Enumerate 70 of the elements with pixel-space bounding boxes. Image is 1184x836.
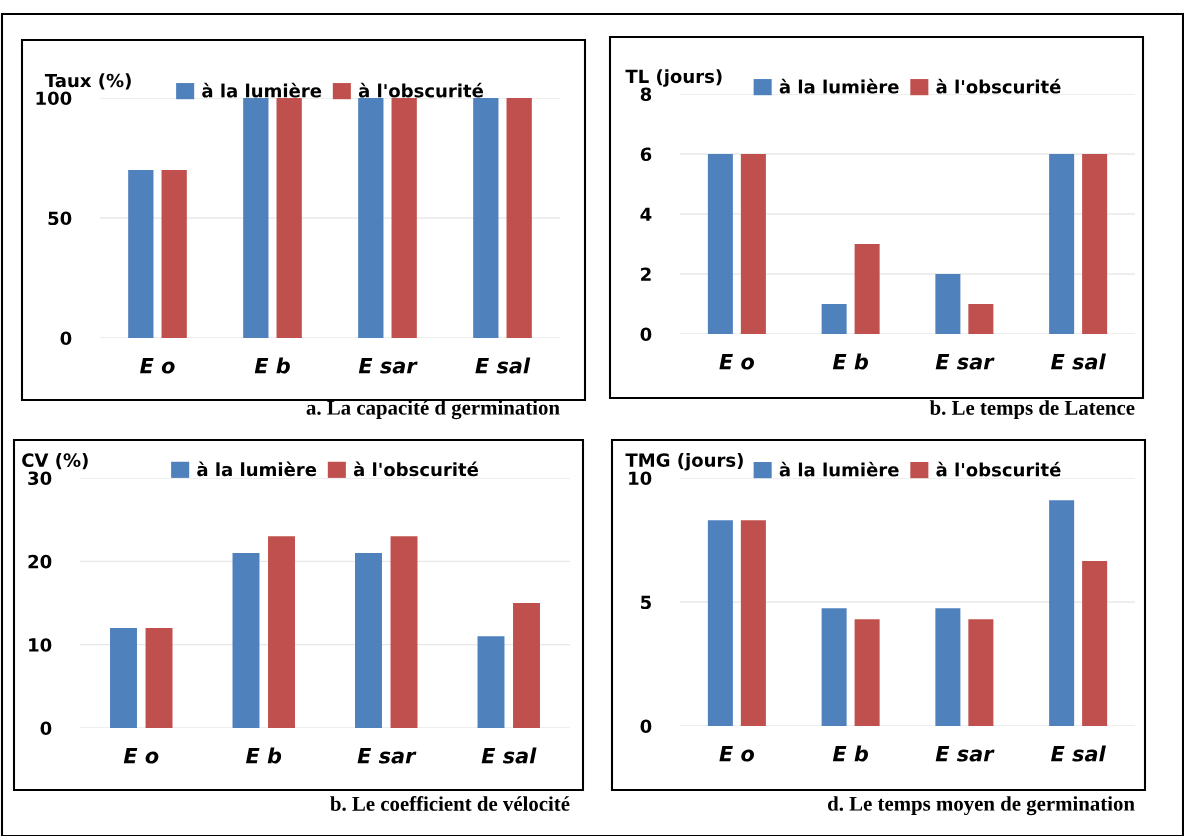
x-tick-label: E b bbox=[832, 353, 869, 370]
x-tick-label: E o bbox=[719, 354, 755, 370]
legend-label: à l'obscurité bbox=[936, 78, 1061, 94]
bar bbox=[1082, 154, 1108, 334]
y-tick-label: 8 bbox=[640, 87, 652, 102]
y-tick-label: 100 bbox=[36, 91, 72, 106]
x-tick-label: E sar bbox=[935, 746, 995, 762]
legend-label: à l'obscurité bbox=[936, 461, 1061, 477]
y-tick-label: 4 bbox=[640, 207, 652, 221]
bar bbox=[740, 520, 766, 726]
x-tick-label: E b bbox=[254, 357, 290, 374]
bar bbox=[821, 304, 847, 334]
text: b. Le temps de Latence bbox=[929, 400, 1135, 420]
legend-label: à la lumière bbox=[197, 461, 317, 477]
bar bbox=[145, 628, 173, 728]
bar bbox=[355, 553, 382, 728]
y-axis-title: TL (jours) bbox=[625, 69, 722, 87]
x-tick-label: E sar bbox=[358, 358, 418, 374]
y-tick-label: 50 bbox=[48, 211, 72, 226]
x-tick-label: E sal bbox=[1051, 745, 1106, 762]
x-tick-label: E sal bbox=[475, 357, 531, 374]
y-axis-title: CV (%) bbox=[22, 453, 88, 470]
bar bbox=[110, 628, 137, 728]
text: d. Le temps moyen de germination bbox=[827, 796, 1135, 816]
bar bbox=[707, 154, 733, 334]
text: b. Le coefficient de vélocité bbox=[330, 796, 570, 811]
y-tick-label: 6 bbox=[640, 147, 652, 162]
y-tick-label: 5 bbox=[641, 595, 651, 610]
bar bbox=[854, 244, 880, 334]
y-tick-label: 30 bbox=[28, 471, 52, 486]
bar bbox=[232, 553, 260, 728]
legend-label: à la lumière bbox=[779, 461, 899, 477]
bar bbox=[268, 536, 295, 728]
y-tick-label: 2 bbox=[641, 267, 651, 281]
y-axis-title: Taux (%) bbox=[44, 73, 131, 90]
bar bbox=[968, 619, 994, 726]
legend-label: à l'obscurité bbox=[358, 82, 483, 98]
legend-label: à la lumière bbox=[202, 82, 322, 98]
y-tick-label: 0 bbox=[40, 721, 52, 736]
y-tick-label: 0 bbox=[640, 719, 652, 734]
y-tick-label: 20 bbox=[28, 554, 52, 569]
y-tick-label: 10 bbox=[629, 471, 652, 486]
legend-label: à la lumière bbox=[779, 78, 899, 94]
bar bbox=[821, 608, 847, 726]
bar bbox=[1049, 500, 1075, 726]
bar bbox=[513, 603, 540, 728]
y-tick-label: 0 bbox=[60, 331, 72, 346]
bar bbox=[1049, 154, 1075, 334]
x-tick-label: E o bbox=[140, 358, 175, 374]
x-tick-label: E sar bbox=[357, 748, 417, 764]
x-tick-label: E o bbox=[123, 748, 159, 764]
y-axis-title: TMG (jours) bbox=[625, 452, 743, 471]
x-tick-label: E sal bbox=[481, 747, 537, 764]
y-tick-label: 10 bbox=[29, 638, 52, 652]
bar bbox=[707, 520, 733, 726]
bar bbox=[740, 154, 766, 334]
bar bbox=[390, 536, 418, 728]
bar bbox=[854, 619, 880, 726]
x-tick-label: E b bbox=[245, 747, 282, 764]
bar bbox=[935, 608, 961, 726]
bar bbox=[935, 274, 961, 334]
bar bbox=[968, 304, 994, 334]
x-tick-label: E o bbox=[719, 746, 755, 762]
bar bbox=[477, 636, 505, 728]
y-tick-label: 0 bbox=[640, 327, 652, 342]
x-tick-label: E sal bbox=[1051, 353, 1106, 370]
legend-label: à l'obscurité bbox=[353, 461, 478, 477]
x-tick-label: E b bbox=[832, 745, 869, 762]
bar bbox=[1082, 561, 1108, 726]
x-tick-label: E sar bbox=[935, 354, 995, 370]
